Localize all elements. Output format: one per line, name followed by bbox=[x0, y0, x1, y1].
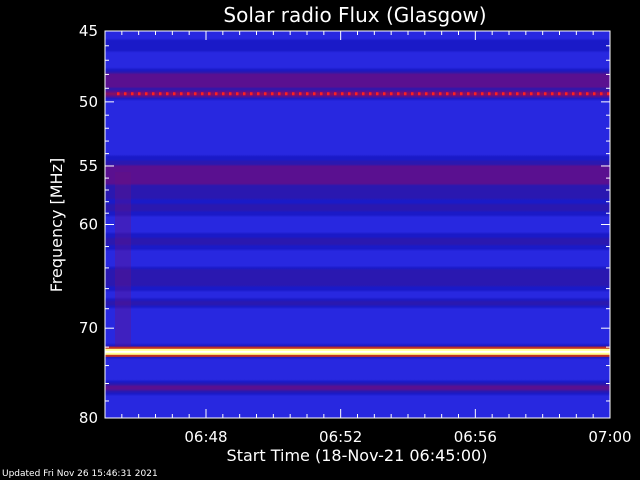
interference-dot bbox=[215, 92, 218, 96]
interference-dot bbox=[474, 92, 477, 96]
interference-dot bbox=[509, 92, 512, 96]
interference-dot bbox=[320, 92, 323, 96]
interference-dot bbox=[138, 92, 141, 96]
interference-dot bbox=[376, 92, 379, 96]
interference-line bbox=[117, 92, 610, 96]
interference-dot bbox=[173, 92, 176, 96]
interference-dot bbox=[558, 92, 561, 96]
y-tick-label: 60 bbox=[79, 216, 98, 234]
interference-dot bbox=[439, 92, 442, 96]
interference-dot bbox=[278, 92, 281, 96]
interference-dot bbox=[607, 92, 610, 96]
interference-dot bbox=[495, 92, 498, 96]
y-axis-title: Frequency [MHz] bbox=[47, 158, 66, 292]
interference-dot bbox=[481, 92, 484, 96]
interference-dot bbox=[586, 92, 589, 96]
y-tick-label: 45 bbox=[79, 22, 98, 40]
interference-dot bbox=[390, 92, 393, 96]
interference-dot bbox=[166, 92, 169, 96]
interference-dot bbox=[348, 92, 351, 96]
interference-dot bbox=[180, 92, 183, 96]
interference-dot bbox=[572, 92, 575, 96]
interference-dot bbox=[159, 92, 162, 96]
interference-dot bbox=[271, 92, 274, 96]
interference-dot bbox=[565, 92, 568, 96]
y-tick-label: 55 bbox=[79, 157, 98, 175]
interference-dot bbox=[313, 92, 316, 96]
interference-dot bbox=[411, 92, 414, 96]
y-tick-label: 50 bbox=[79, 93, 98, 111]
interference-dot bbox=[488, 92, 491, 96]
interference-dot bbox=[306, 92, 309, 96]
plot-overlay bbox=[105, 92, 610, 357]
interference-dot bbox=[418, 92, 421, 96]
interference-dot bbox=[460, 92, 463, 96]
interference-dot bbox=[285, 92, 288, 96]
interference-dot bbox=[446, 92, 449, 96]
interference-dot bbox=[250, 92, 253, 96]
x-tick-label: 07:00 bbox=[588, 428, 631, 446]
interference-dot bbox=[229, 92, 232, 96]
interference-dot bbox=[362, 92, 365, 96]
axes: 45 50 55 60 70 80 06:48 06:52 06:56 07:00 bbox=[79, 22, 632, 446]
x-axis-title: Start Time (18-Nov-21 06:45:00) bbox=[227, 446, 488, 465]
interference-dot bbox=[369, 92, 372, 96]
interference-dot bbox=[222, 92, 225, 96]
updated-timestamp: Updated Fri Nov 26 15:46:31 2021 bbox=[2, 469, 158, 479]
chart-title: Solar radio Flux (Glasgow) bbox=[223, 3, 486, 27]
plot-area bbox=[105, 31, 610, 418]
interference-dot bbox=[131, 92, 134, 96]
x-tick-label: 06:48 bbox=[184, 428, 227, 446]
x-tick-label: 06:56 bbox=[454, 428, 497, 446]
band-bright-center bbox=[105, 350, 610, 353]
y-tick-label: 80 bbox=[79, 409, 98, 427]
interference-dot bbox=[523, 92, 526, 96]
interference-dot bbox=[341, 92, 344, 96]
x-tick-label: 06:52 bbox=[319, 428, 362, 446]
interference-dot bbox=[264, 92, 267, 96]
interference-dot bbox=[404, 92, 407, 96]
interference-dot bbox=[299, 92, 302, 96]
interference-dot bbox=[355, 92, 358, 96]
interference-dot bbox=[544, 92, 547, 96]
interference-dot bbox=[208, 92, 211, 96]
interference-dot bbox=[579, 92, 582, 96]
interference-dot bbox=[187, 92, 190, 96]
interference-dot bbox=[236, 92, 239, 96]
interference-dot bbox=[117, 92, 120, 96]
interference-dot bbox=[194, 92, 197, 96]
interference-dot bbox=[516, 92, 519, 96]
interference-dot bbox=[152, 92, 155, 96]
interference-dot bbox=[502, 92, 505, 96]
interference-dot bbox=[383, 92, 386, 96]
interference-dot bbox=[467, 92, 470, 96]
interference-dot bbox=[593, 92, 596, 96]
early-streak bbox=[115, 172, 131, 348]
interference-dot bbox=[537, 92, 540, 96]
interference-dot bbox=[292, 92, 295, 96]
interference-dot bbox=[327, 92, 330, 96]
interference-dot bbox=[600, 92, 603, 96]
interference-dot bbox=[201, 92, 204, 96]
interference-dot bbox=[453, 92, 456, 96]
interference-dot bbox=[551, 92, 554, 96]
interference-dot bbox=[124, 92, 127, 96]
interference-dot bbox=[425, 92, 428, 96]
interference-dot bbox=[145, 92, 148, 96]
interference-dot bbox=[397, 92, 400, 96]
y-tick-label: 70 bbox=[79, 319, 98, 337]
interference-dot bbox=[334, 92, 337, 96]
interference-dot bbox=[257, 92, 260, 96]
interference-dot bbox=[432, 92, 435, 96]
interference-dot bbox=[243, 92, 246, 96]
interference-dot bbox=[530, 92, 533, 96]
